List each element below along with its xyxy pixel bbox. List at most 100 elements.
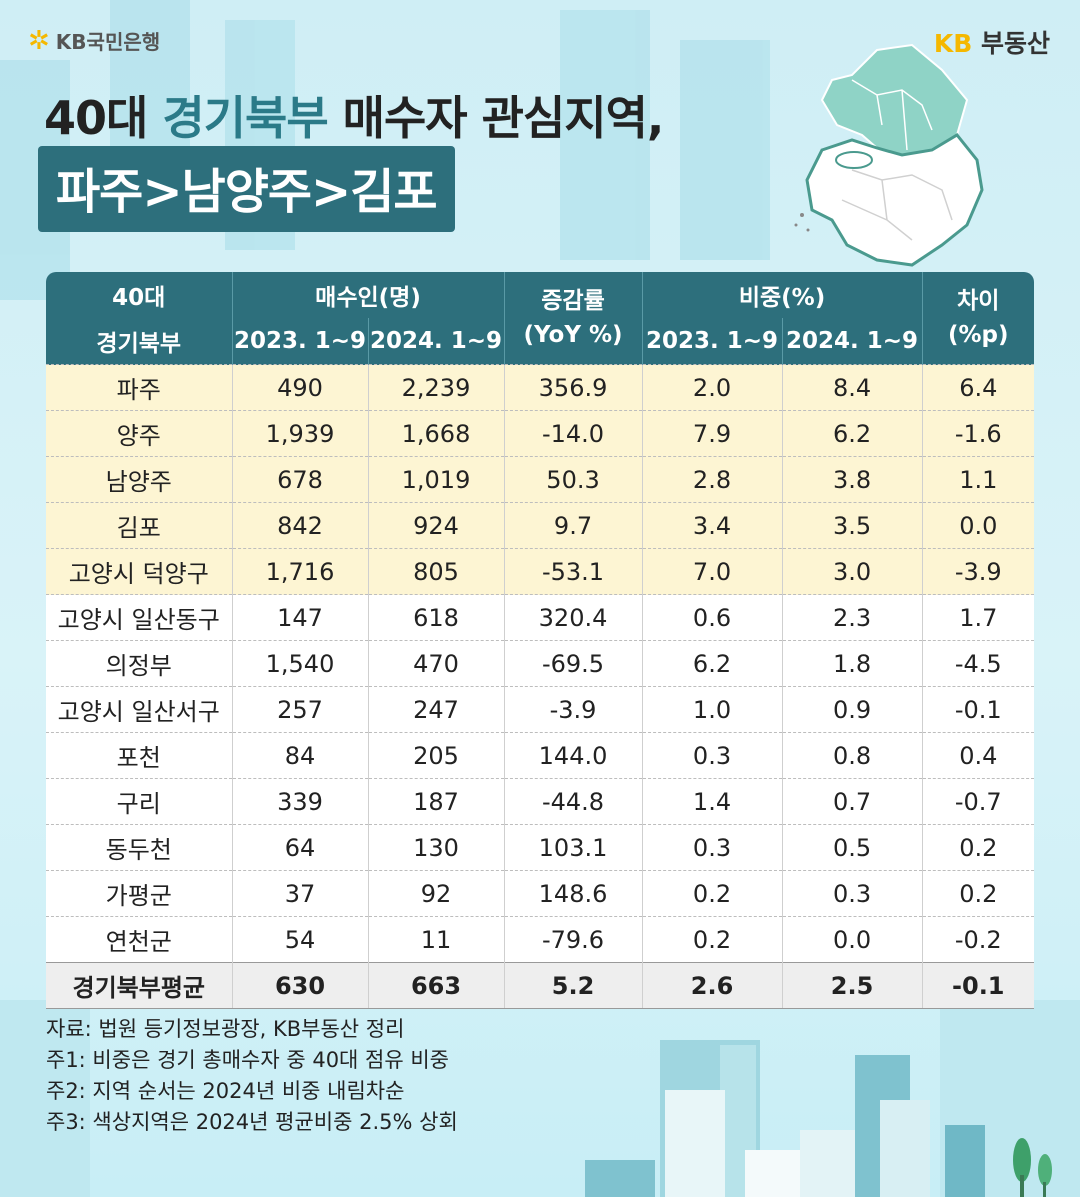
cell-buyers-2023: 84: [231, 732, 368, 779]
cell-diff-average: -0.1: [921, 962, 1035, 1009]
table-body: 파주 490 2,239 356.9 2.0 8.4 6.4 양주 1,939 1,668 -14.…: [46, 364, 1035, 1009]
cell-diff: 6.4: [921, 364, 1035, 411]
footnotes: 자료: 법원 등기정보광장, KB부동산 정리 주1: 비중은 경기 총매수자 …: [46, 1014, 458, 1138]
title-prefix: 40대: [44, 91, 163, 145]
cell-share-2024-average: 2.5: [781, 962, 923, 1009]
table-row: 고양시 일산서구 257 247 -3.9 1.0 0.9 -0.1: [46, 686, 1035, 733]
cell-share-2023: 1.0: [641, 686, 783, 733]
cell-buyers-2024: 470: [367, 640, 505, 687]
cell-buyers-2024-average: 663: [367, 962, 505, 1009]
cell-yoy: 320.4: [503, 594, 643, 641]
table-row: 고양시 덕양구 1,716 805 -53.1 7.0 3.0 -3.9: [46, 548, 1035, 595]
table-row: 구리 339 187 -44.8 1.4 0.7 -0.7: [46, 778, 1035, 825]
cell-region: 고양시 덕양구: [46, 548, 232, 595]
cell-share-2023: 2.0: [641, 364, 783, 411]
table-row: 포천 84 205 144.0 0.3 0.8 0.4: [46, 732, 1035, 779]
cell-buyers-2023-average: 630: [231, 962, 368, 1009]
cell-yoy: -53.1: [503, 548, 643, 595]
cell-region-average: 경기북부평균: [46, 962, 232, 1009]
cell-buyers-2023: 54: [231, 916, 368, 963]
cell-share-2024: 2.3: [781, 594, 923, 641]
cell-buyers-2023: 257: [231, 686, 368, 733]
kb-bank-label: KB국민은행: [55, 30, 161, 54]
cell-diff: -0.7: [921, 778, 1035, 825]
cell-region: 포천: [46, 732, 232, 779]
table-row: 고양시 일산동구 147 618 320.4 0.6 2.3 1.7: [46, 594, 1035, 641]
cell-share-2024: 6.2: [781, 410, 923, 457]
header-buyers: 매수인(명): [231, 272, 505, 318]
cell-diff: 0.2: [921, 824, 1035, 871]
cell-buyers-2024: 2,239: [367, 364, 505, 411]
cell-buyers-2023: 64: [231, 824, 368, 871]
header-region: 경기북부: [46, 318, 232, 365]
cell-share-2024: 8.4: [781, 364, 923, 411]
cell-buyers-2023: 37: [231, 870, 368, 917]
header-diff: 차이 (%p): [921, 272, 1035, 365]
kb-kookmin-bank-logo: ✲ KB국민은행: [28, 26, 160, 55]
cell-buyers-2023: 490: [231, 364, 368, 411]
kb-star-icon: ✲: [28, 25, 50, 56]
cell-buyers-2024: 1,668: [367, 410, 505, 457]
cell-buyers-2023: 1,939: [231, 410, 368, 457]
title-line-2: 파주>남양주>김포: [38, 146, 455, 232]
cell-region: 김포: [46, 502, 232, 549]
cell-yoy: -3.9: [503, 686, 643, 733]
cell-share-2023: 0.3: [641, 732, 783, 779]
cell-region: 파주: [46, 364, 232, 411]
cell-region: 고양시 일산서구: [46, 686, 232, 733]
cell-diff: -0.1: [921, 686, 1035, 733]
cell-diff: 0.4: [921, 732, 1035, 779]
cell-diff: 0.0: [921, 502, 1035, 549]
cell-buyers-2023: 339: [231, 778, 368, 825]
cell-share-2024: 0.7: [781, 778, 923, 825]
cell-buyers-2023: 842: [231, 502, 368, 549]
cell-buyers-2024: 1,019: [367, 456, 505, 503]
cell-share-2024: 0.9: [781, 686, 923, 733]
cell-share-2023: 0.2: [641, 916, 783, 963]
cell-yoy-average: 5.2: [503, 962, 643, 1009]
cell-share-2024: 0.3: [781, 870, 923, 917]
cell-yoy: 356.9: [503, 364, 643, 411]
cell-region: 구리: [46, 778, 232, 825]
table-row: 가평군 37 92 148.6 0.2 0.3 0.2: [46, 870, 1035, 917]
cell-diff: -3.9: [921, 548, 1035, 595]
note-source: 자료: 법원 등기정보광장, KB부동산 정리: [46, 1017, 405, 1041]
table-header-row-1: 40대 매수인(명) 증감률 (YoY %) 비중(%) 차이 (%p): [46, 272, 1035, 365]
cell-yoy: 9.7: [503, 502, 643, 549]
cell-share-2023: 2.8: [641, 456, 783, 503]
header-age: 40대: [46, 272, 232, 318]
cell-region: 양주: [46, 410, 232, 457]
header-share-2024: 2024. 1~9: [781, 318, 923, 365]
cell-buyers-2024: 130: [367, 824, 505, 871]
table-row: 파주 490 2,239 356.9 2.0 8.4 6.4: [46, 364, 1035, 411]
cell-buyers-2023: 1,540: [231, 640, 368, 687]
cell-diff: 1.1: [921, 456, 1035, 503]
cell-share-2023: 0.3: [641, 824, 783, 871]
cell-buyers-2024: 11: [367, 916, 505, 963]
cell-yoy: 50.3: [503, 456, 643, 503]
note-1: 주1: 비중은 경기 총매수자 중 40대 점유 비중: [46, 1048, 450, 1072]
cell-buyers-2024: 805: [367, 548, 505, 595]
table-row: 의정부 1,540 470 -69.5 6.2 1.8 -4.5: [46, 640, 1035, 687]
header-buyers-2024: 2024. 1~9: [367, 318, 505, 365]
cell-share-2024: 0.8: [781, 732, 923, 779]
cell-share-2023: 7.0: [641, 548, 783, 595]
kb-real-estate-label: 부동산: [980, 29, 1050, 58]
cell-share-2023: 3.4: [641, 502, 783, 549]
buildings-illustration: [585, 1040, 1052, 1197]
note-2: 주2: 지역 순서는 2024년 비중 내림차순: [46, 1079, 405, 1103]
cell-region: 고양시 일산동구: [46, 594, 232, 641]
cell-share-2024: 3.0: [781, 548, 923, 595]
cell-buyers-2024: 92: [367, 870, 505, 917]
gyeonggi-map-icon: [794, 43, 984, 267]
cell-share-2023: 0.6: [641, 594, 783, 641]
cell-diff: 0.2: [921, 870, 1035, 917]
cell-region: 의정부: [46, 640, 232, 687]
cell-share-2024: 0.0: [781, 916, 923, 963]
cell-buyers-2024: 618: [367, 594, 505, 641]
cell-diff: -1.6: [921, 410, 1035, 457]
cell-buyers-2023: 678: [231, 456, 368, 503]
header-share-2023: 2023. 1~9: [641, 318, 783, 365]
cell-yoy: 148.6: [503, 870, 643, 917]
